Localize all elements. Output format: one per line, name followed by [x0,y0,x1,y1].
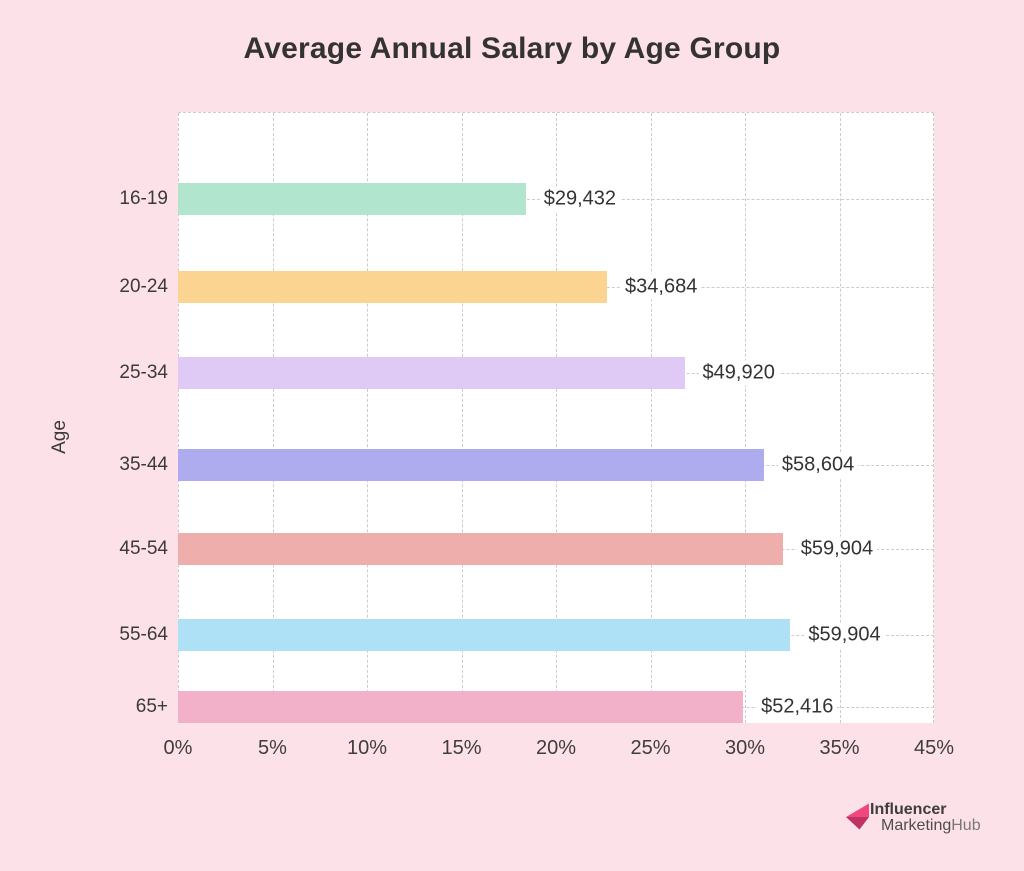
bar-20-24 [178,271,608,303]
x-axis-tick-label: 25% [630,737,671,759]
x-axis-tick-label: 45% [913,737,955,759]
logo-line1: Influencer [870,801,947,818]
category-label-35-44: 35-44 [119,454,168,475]
category-label-20-24: 20-24 [119,276,168,297]
x-axis-tick-label: 15% [441,737,482,759]
x-gridline [745,113,746,723]
x-axis-tick-label: 5% [258,737,287,759]
x-axis-tick-label: 10% [346,737,388,759]
bar-16-19 [178,183,526,215]
bar-45-54 [178,533,783,565]
x-gridline [367,113,368,723]
x-gridline [839,113,841,723]
bar-65+ [178,691,744,723]
category-label-25-34: 25-34 [119,362,168,383]
value-label-65+: $52,416 [757,694,838,720]
value-label-55-64: $59,904 [804,622,885,648]
y-axis-title: Age [49,420,70,454]
logo-text: Influencer MarketingHub [870,802,981,834]
value-label-25-34: $49,920 [698,360,779,386]
category-label-45-54: 45-54 [119,538,168,559]
x-gridline [461,113,463,723]
category-label-16-19: 16-19 [119,188,168,209]
value-label-16-19: $29,432 [539,186,621,212]
x-gridline [178,113,179,723]
x-gridline [933,113,934,723]
logo-line2: MarketingHub [881,818,981,834]
value-label-35-44: $58,604 [777,452,859,478]
x-gridline [650,113,652,723]
logo-hub-text: Hub [951,817,981,834]
value-label-45-54: $59,904 [796,536,878,562]
bar-35-44 [178,449,764,481]
x-axis-tick-label: 35% [819,737,860,759]
chart-title: Average Annual Salary by Age Group [243,32,781,65]
category-label-65+: 65+ [135,696,168,717]
value-label-20-24: $34,684 [621,274,702,300]
x-axis-tick-label: 30% [724,737,766,759]
x-gridline [556,113,557,723]
x-axis-tick-label: 20% [535,737,577,759]
influencer-marketinghub-logo: Influencer MarketingHub [846,802,981,834]
bar-25-34 [178,357,685,389]
influencer-marketinghub-arrow-icon [846,803,869,830]
bar-55-64 [178,619,791,651]
logo-marketing-text: Marketing [881,817,952,834]
x-axis-tick-label: 0% [163,737,193,759]
plot-area: 0% 5% 10% 15% 20% 25% 30% 35% 45% 16-19 $29,432 20-… [119,112,954,759]
x-gridline [272,113,274,723]
category-label-55-64: 55-64 [119,624,168,645]
